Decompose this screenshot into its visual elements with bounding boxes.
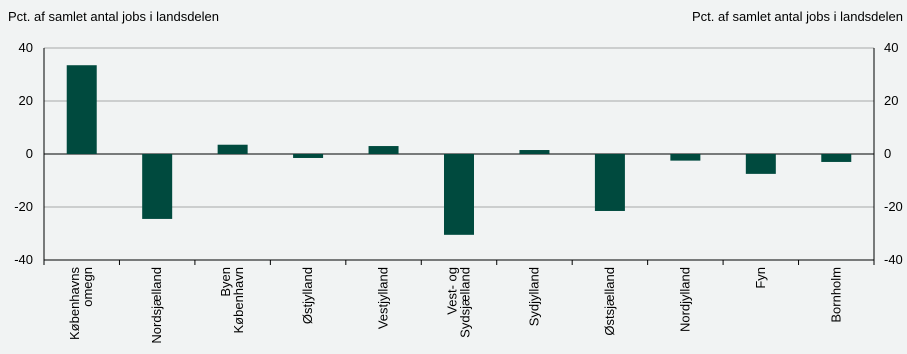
x-tick-label: Københavnsomegn: [67, 267, 95, 340]
bar: [444, 154, 474, 235]
x-tick-label-line: Byen: [218, 267, 233, 297]
x-tick-label: Bornholm: [828, 267, 843, 323]
x-tick-label-line: Københavns: [67, 267, 82, 340]
x-tick-label-line: Bornholm: [828, 267, 843, 323]
y-tick-label-left: -40: [14, 252, 33, 267]
bar: [142, 154, 173, 219]
bar: [670, 154, 701, 161]
x-tick-label: Vestjylland: [376, 267, 391, 329]
x-tick-label-line: Nordjylland: [677, 267, 692, 332]
x-tick-label: Sydjylland: [526, 267, 541, 326]
x-tick-label-line: Sydjylland: [526, 267, 541, 326]
x-tick-label: Vest- ogSydsjælland: [445, 267, 473, 338]
y-axis-title-left: Pct. af samlet antal jobs i landsdelen: [8, 9, 220, 24]
bar: [821, 154, 852, 162]
bar: [217, 144, 248, 154]
y-axis-title-right: Pct. af samlet antal jobs i landsdelen: [691, 9, 903, 24]
x-tick-label-line: Nordsjælland: [149, 267, 164, 344]
bar: [594, 154, 625, 211]
x-tick-label: Fyn: [753, 267, 768, 289]
y-tick-label-right: 20: [884, 93, 898, 108]
x-tick-label: Østjylland: [300, 267, 315, 324]
x-tick-label: Nordjylland: [677, 267, 692, 332]
bar: [66, 65, 97, 154]
x-tick-label-line: omegn: [80, 267, 95, 307]
y-tick-label-right: 0: [884, 146, 891, 161]
x-tick-label-line: Vest- og: [445, 267, 460, 315]
x-tick-label: ByenKøbenhavn: [218, 267, 246, 334]
bar: [745, 154, 776, 174]
y-tick-label-left: -20: [14, 199, 33, 214]
y-tick-label-left: 40: [19, 40, 33, 55]
x-tick-label-line: Fyn: [753, 267, 768, 289]
x-tick-label: Østsjælland: [602, 267, 617, 336]
x-tick-label-line: Sydsjælland: [458, 267, 473, 338]
x-tick-label-line: Vestjylland: [376, 267, 391, 329]
y-tick-label-left: 20: [19, 93, 33, 108]
y-tick-label-right: -40: [884, 252, 903, 267]
y-tick-label-right: 40: [884, 40, 898, 55]
bar: [368, 146, 399, 154]
x-tick-label: Nordsjælland: [149, 267, 164, 344]
y-tick-label-left: 0: [26, 146, 33, 161]
bar: [293, 154, 324, 158]
x-tick-label-line: København: [231, 267, 246, 334]
x-tick-label-line: Østsjælland: [602, 267, 617, 336]
y-tick-label-right: -20: [884, 199, 903, 214]
x-tick-label-line: Østjylland: [300, 267, 315, 324]
bar: [519, 150, 550, 154]
